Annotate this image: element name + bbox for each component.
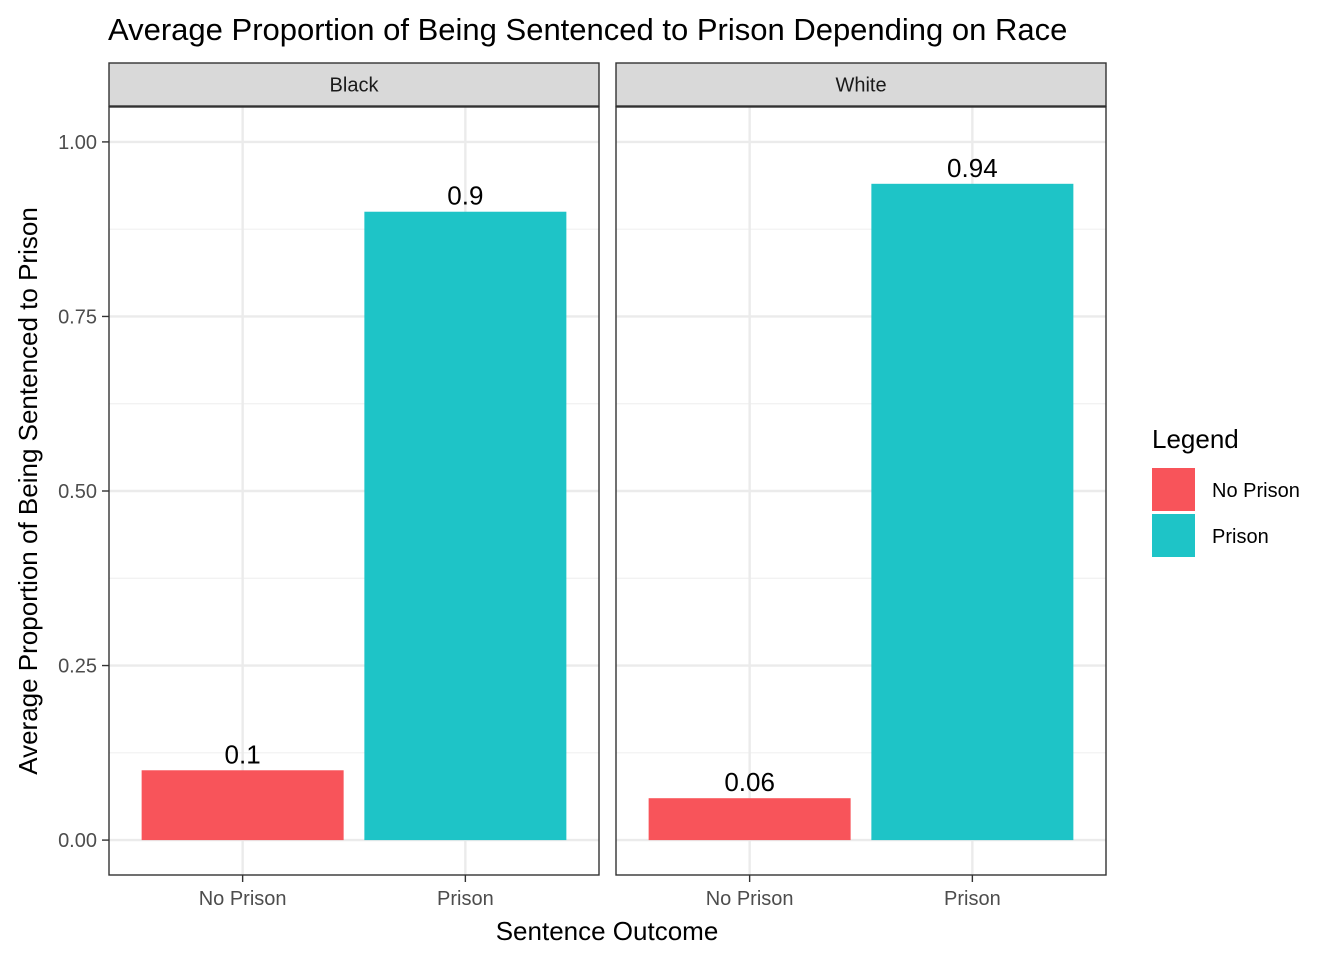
bar xyxy=(364,211,567,841)
facets-layer: 0.1 0.9 Black No Prison Prison 0.06 0.94 White N… xyxy=(58,62,1107,910)
legend-label: No Prison xyxy=(1212,480,1300,502)
y-tick-label: 0.50 xyxy=(58,481,97,503)
facet-strip-label: Black xyxy=(330,75,380,97)
x-axis-title: Sentence Outcome xyxy=(496,916,719,946)
facet-strip xyxy=(615,62,1107,107)
bar xyxy=(648,798,851,841)
y-axis-title: Average Proportion of Being Sentenced to… xyxy=(13,207,43,775)
y-tick-label: 0.00 xyxy=(58,830,97,852)
x-tick-label: Prison xyxy=(944,888,1001,910)
y-tick-label: 0.25 xyxy=(58,656,97,678)
bar xyxy=(141,770,344,841)
panel-border xyxy=(615,106,1107,876)
data-label: 0.06 xyxy=(724,767,775,797)
legend-title: Legend xyxy=(1152,424,1239,454)
chart-title: Average Proportion of Being Sentenced to… xyxy=(108,12,1067,47)
x-tick-label: No Prison xyxy=(199,888,287,910)
y-tick-label: 1.00 xyxy=(58,132,97,154)
legend-swatch xyxy=(1152,468,1195,511)
data-label: 0.1 xyxy=(225,739,261,769)
bar xyxy=(871,183,1074,841)
facet-strip xyxy=(108,62,600,107)
x-tick-label: No Prison xyxy=(706,888,794,910)
legend-swatch xyxy=(1152,514,1195,557)
facet-strip-label: White xyxy=(835,75,886,97)
legend: Legend No Prison Prison xyxy=(1152,424,1300,557)
data-label: 0.94 xyxy=(947,153,998,183)
legend-label: Prison xyxy=(1212,526,1269,548)
y-tick-label: 0.75 xyxy=(58,306,97,328)
x-tick-label: Prison xyxy=(437,888,494,910)
data-label: 0.9 xyxy=(447,181,483,211)
